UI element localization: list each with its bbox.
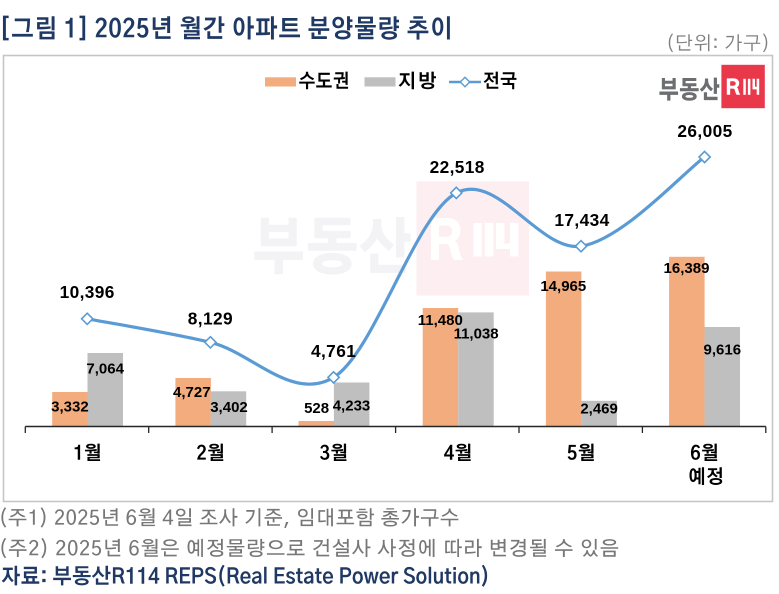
svg-text:528: 528 (304, 400, 329, 417)
svg-text:2,469: 2,469 (580, 400, 618, 417)
svg-text:4,233: 4,233 (333, 398, 371, 415)
svg-text:10,396: 10,396 (60, 282, 115, 302)
svg-text:9,616: 9,616 (704, 341, 742, 358)
svg-text:11,038: 11,038 (454, 326, 499, 343)
svg-text:4,761: 4,761 (311, 341, 356, 361)
svg-text:11,480: 11,480 (418, 312, 463, 329)
svg-text:26,005: 26,005 (677, 121, 732, 141)
svg-text:3,402: 3,402 (210, 399, 248, 416)
svg-text:17,434: 17,434 (554, 210, 609, 230)
svg-text:7,064: 7,064 (86, 361, 124, 378)
svg-text:16,389: 16,389 (664, 260, 710, 277)
svg-text:22,518: 22,518 (430, 157, 485, 177)
svg-text:14,965: 14,965 (540, 278, 586, 295)
svg-text:3,332: 3,332 (51, 399, 89, 416)
svg-text:8,129: 8,129 (188, 309, 233, 329)
svg-text:4,727: 4,727 (173, 384, 211, 401)
